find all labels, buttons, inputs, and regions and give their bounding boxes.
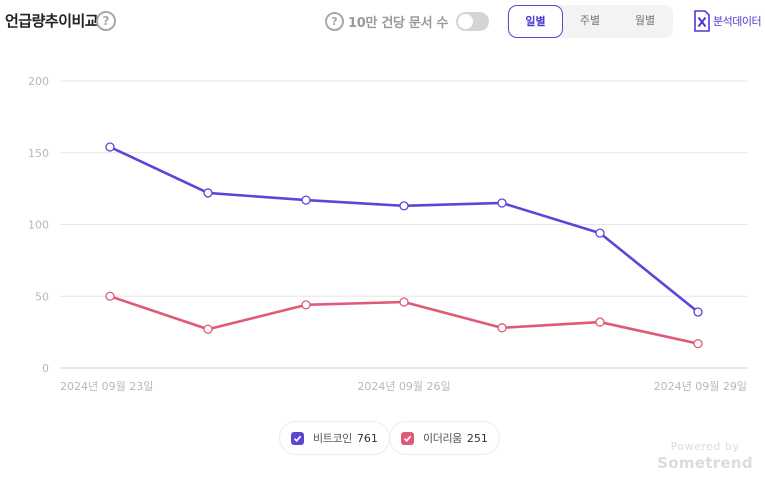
- x-tick-label: 2024년 09월 26일: [357, 379, 450, 393]
- help-icon[interactable]: ?: [325, 12, 344, 31]
- y-tick-label: 0: [42, 362, 49, 375]
- legend-count: 761: [356, 431, 378, 445]
- legend-count: 251: [466, 431, 488, 445]
- y-tick-label: 150: [28, 147, 49, 160]
- export-data-button[interactable]: 분석데이터: [693, 10, 762, 32]
- x-tick-label: 2024년 09월 29일: [654, 379, 747, 393]
- legend-label: 이더리움: [423, 432, 462, 445]
- per-100k-label: 10만 건당 문서 수: [348, 16, 449, 31]
- page-title: 언급량추이비교: [5, 12, 99, 30]
- legend-item-ethereum[interactable]: 이더리움 251: [389, 421, 500, 455]
- data-point[interactable]: [301, 195, 311, 205]
- period-daily-button[interactable]: 일별: [508, 5, 563, 38]
- period-weekly-button[interactable]: 주별: [579, 14, 601, 27]
- data-point[interactable]: [203, 188, 213, 198]
- data-point[interactable]: [399, 297, 409, 307]
- per-100k-toggle-group: ? 10만 건당 문서 수: [325, 12, 490, 31]
- chart-legend: 비트코인 761 이더리움 251: [0, 421, 765, 457]
- y-tick-label: 200: [28, 75, 49, 88]
- series-line-0: [108, 145, 700, 314]
- data-point[interactable]: [693, 338, 703, 349]
- checkbox-checked-icon: [291, 431, 304, 445]
- data-point[interactable]: [105, 291, 115, 301]
- period-monthly-button[interactable]: 월별: [634, 14, 656, 27]
- data-point[interactable]: [203, 324, 213, 334]
- x-tick-label: 2024년 09월 23일: [60, 379, 153, 393]
- per-100k-toggle[interactable]: [456, 12, 490, 31]
- help-icon[interactable]: ?: [96, 11, 116, 31]
- data-point[interactable]: [595, 317, 605, 327]
- legend-item-bitcoin[interactable]: 비트코인 761: [279, 421, 390, 455]
- brand-logo-text: Sometrend: [657, 454, 753, 472]
- excel-icon: [694, 10, 710, 32]
- chart-header: 언급량추이비교 ? ? 10만 건당 문서 수 일별 주별 월별 분석데이터: [0, 0, 765, 46]
- data-point[interactable]: [399, 201, 409, 211]
- data-point[interactable]: [693, 307, 703, 317]
- data-point[interactable]: [595, 228, 605, 238]
- checkbox-checked-icon: [401, 431, 414, 445]
- y-tick-label: 50: [35, 290, 49, 303]
- data-point[interactable]: [497, 323, 507, 333]
- data-point[interactable]: [497, 198, 507, 208]
- export-label: 분석데이터: [713, 15, 762, 28]
- brand-watermark: Powered by Sometrend: [655, 440, 755, 472]
- data-point[interactable]: [301, 300, 311, 310]
- period-segmented-control: 일별 주별 월별: [507, 5, 673, 38]
- powered-by-text: Powered by: [670, 440, 740, 453]
- toggle-knob: [458, 14, 474, 29]
- y-tick-label: 100: [28, 219, 49, 232]
- data-point[interactable]: [105, 142, 115, 152]
- legend-label: 비트코인: [313, 432, 352, 445]
